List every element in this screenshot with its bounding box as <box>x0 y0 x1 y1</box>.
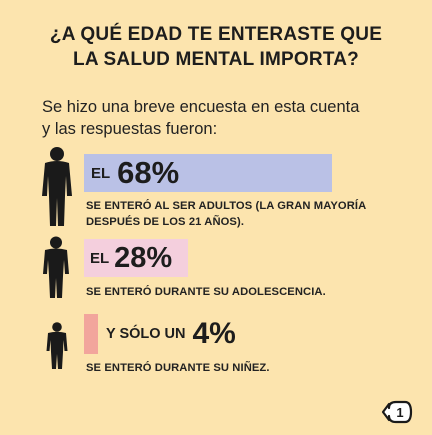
stat-label-children: Y SÓLO UN 4% <box>106 314 236 354</box>
stat-prefix: EL <box>90 249 110 267</box>
desc-line: SE ENTERÓ DURANTE SU NIÑEZ. <box>86 362 270 374</box>
page-title: ¿A QUÉ EDAD TE ENTERASTE QUE LA SALUD ME… <box>0 22 432 72</box>
title-line-1: ¿A QUÉ EDAD TE ENTERASTE QUE <box>49 24 383 45</box>
stat-description-children: SE ENTERÓ DURANTE SU NIÑEZ. <box>86 360 270 376</box>
desc-line: DESPUÉS DE LOS 21 AÑOS). <box>86 216 245 228</box>
intro-line-1: Se hizo una breve encuesta en esta cuent… <box>42 98 360 116</box>
stat-bar-adults <box>84 154 332 192</box>
page-number: 1 <box>396 405 403 420</box>
page-number-badge-icon: 1 <box>381 400 413 424</box>
stat-prefix: Y SÓLO UN <box>106 326 186 342</box>
stat-percent: 68% <box>117 155 180 190</box>
stat-description-teens: SE ENTERÓ DURANTE SU ADOLESCENCIA. <box>86 284 326 300</box>
intro-text: Se hizo una breve encuesta en esta cuent… <box>42 96 402 140</box>
stat-label-teens: EL 28% <box>90 239 172 277</box>
title-line-2: LA SALUD MENTAL IMPORTA? <box>73 49 359 70</box>
intro-line-2: y las respuestas fueron: <box>42 120 218 138</box>
stat-prefix: EL <box>91 164 111 182</box>
stat-label-adults: EL 68% <box>91 154 179 192</box>
stat-percent: 4% <box>192 317 236 350</box>
child-silhouette-icon <box>46 322 68 369</box>
adult-silhouette-icon <box>42 147 72 226</box>
desc-line: SE ENTERÓ DURANTE SU ADOLESCENCIA. <box>86 286 326 298</box>
teen-silhouette-icon <box>43 236 69 298</box>
desc-line: SE ENTERÓ AL SER ADULTOS (LA GRAN MAYORÍ… <box>86 200 367 212</box>
stat-percent: 28% <box>114 241 173 274</box>
stat-bar-teens <box>84 239 188 277</box>
stat-bar-children <box>84 314 98 354</box>
stat-description-adults: SE ENTERÓ AL SER ADULTOS (LA GRAN MAYORÍ… <box>86 198 366 230</box>
